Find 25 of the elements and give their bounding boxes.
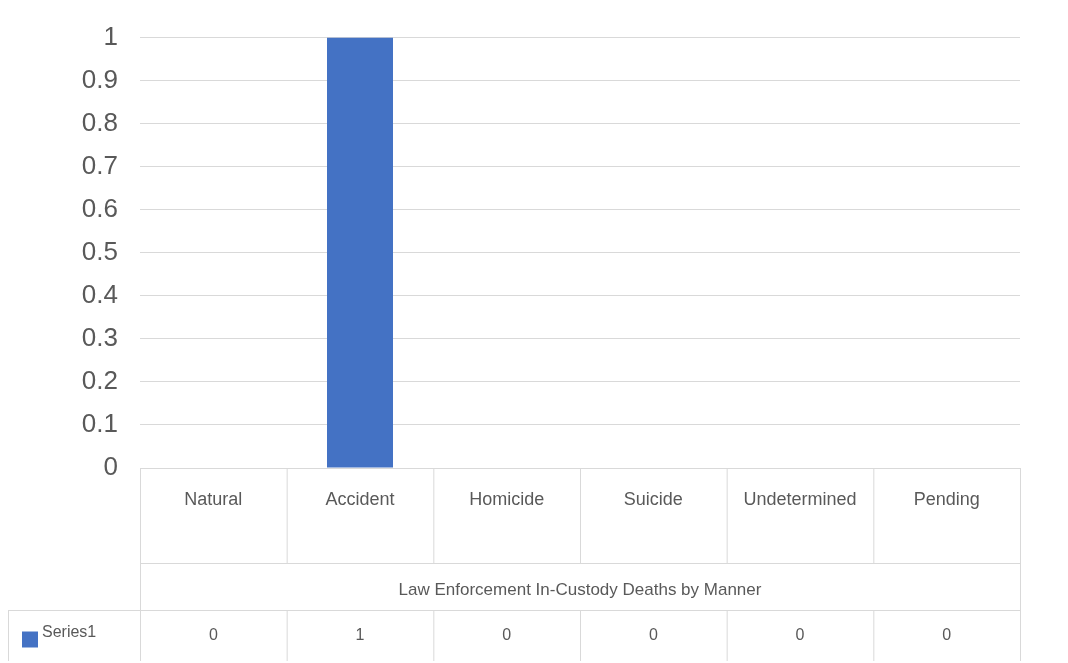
x-tick-label: Suicide — [623, 488, 683, 509]
x-tick-label: Natural — [184, 488, 243, 509]
y-tick-label: 0.6 — [81, 192, 118, 223]
data-label: 0 — [648, 625, 658, 643]
y-tick-label: 0.7 — [81, 149, 118, 180]
x-tick-label: Undetermined — [743, 488, 857, 509]
data-label: 1 — [355, 625, 365, 643]
data-label: 0 — [795, 625, 805, 643]
x-tick-label: Pending — [913, 488, 980, 509]
y-tick-label: 0.3 — [81, 322, 118, 353]
y-tick-label: 0.2 — [81, 365, 118, 396]
y-tick-label: 0.1 — [81, 408, 118, 439]
y-tick-label: 1 — [103, 20, 118, 51]
data-label: 0 — [208, 625, 218, 643]
data-label: 0 — [502, 625, 512, 643]
y-tick-label: 0 — [103, 451, 118, 482]
x-tick-label: Accident — [325, 488, 395, 509]
legend-label: Series1 — [42, 622, 97, 640]
y-tick-label: 0.8 — [81, 106, 118, 137]
data-label: 0 — [942, 625, 952, 643]
x-tick-label: Homicide — [469, 488, 545, 509]
x-axis-title: Law Enforcement In-Custody Deaths by Manner — [398, 580, 762, 600]
y-tick-label: 0.5 — [81, 235, 118, 266]
y-tick-label: 0.9 — [81, 63, 118, 94]
y-tick-label: 0.4 — [81, 279, 118, 310]
